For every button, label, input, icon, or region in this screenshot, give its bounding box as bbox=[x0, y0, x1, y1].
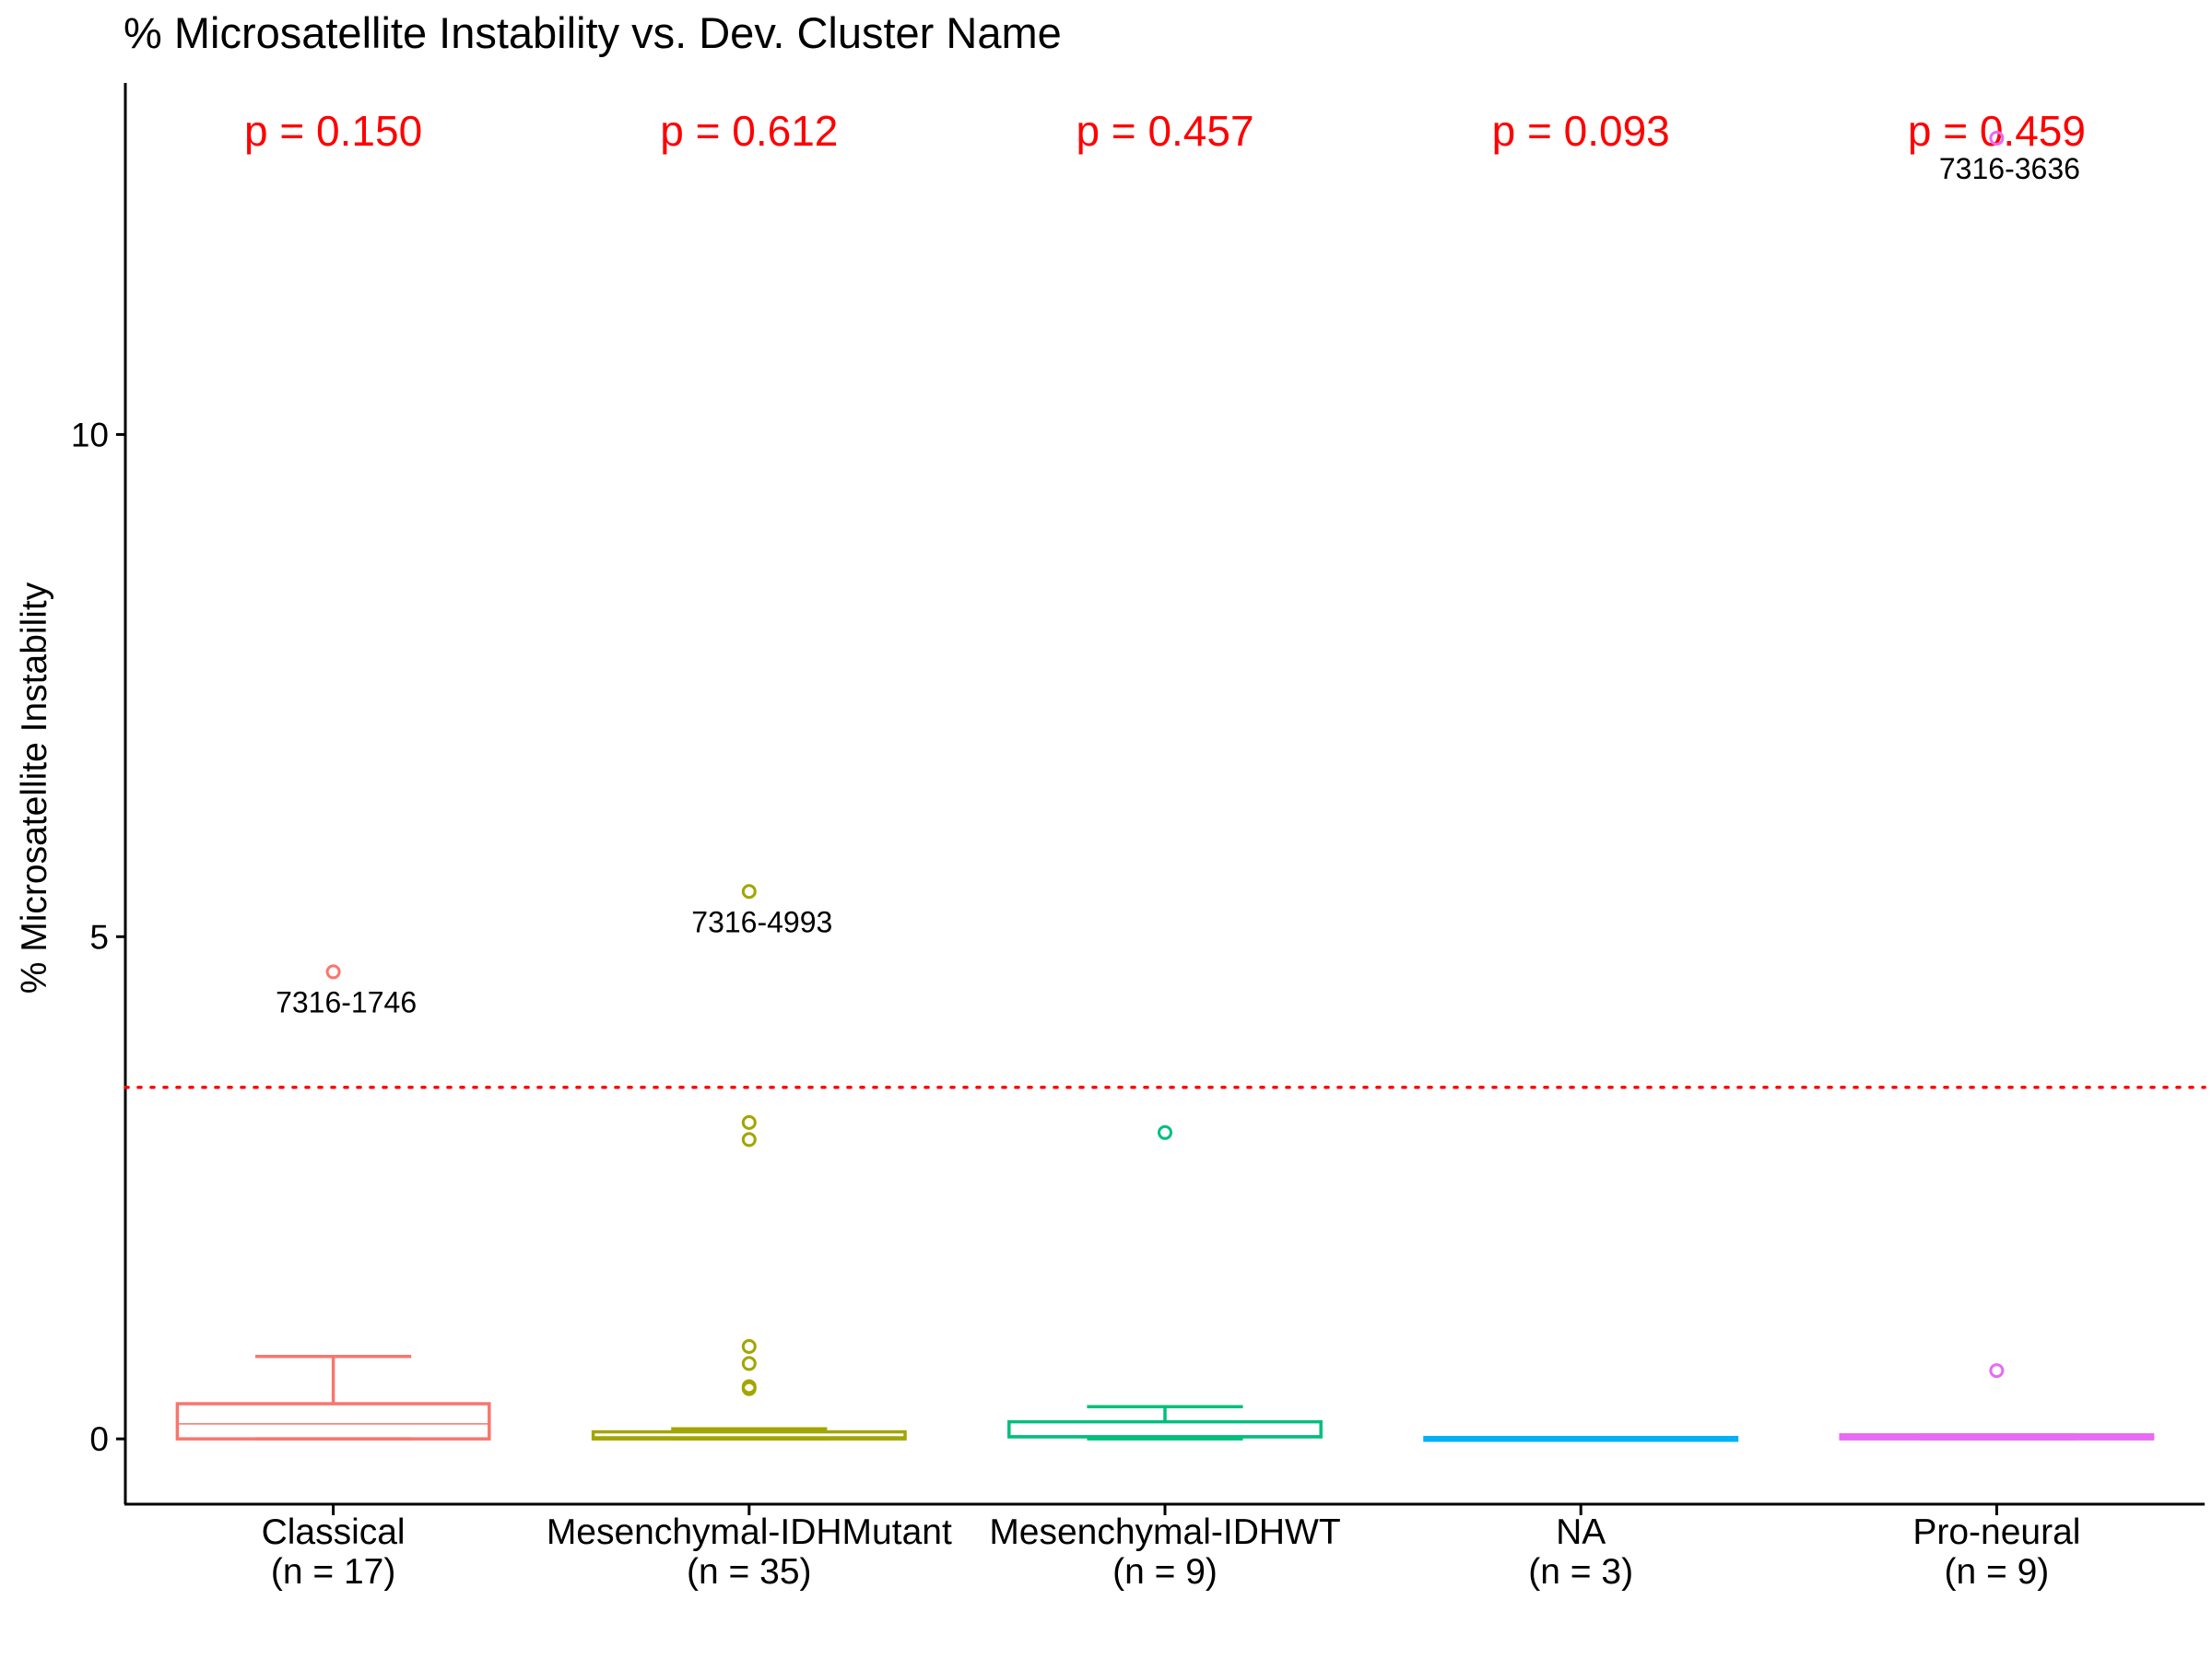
p-value-label: p = 0.612 bbox=[660, 107, 838, 155]
outlier-point bbox=[741, 1338, 757, 1354]
p-value-label: p = 0.093 bbox=[1492, 107, 1670, 155]
x-tick-label: Mesenchymal-IDHMutant bbox=[547, 1512, 952, 1552]
y-tick-label: 0 bbox=[89, 1420, 109, 1458]
x-tick-count: (n = 17) bbox=[271, 1552, 396, 1592]
x-tick-label: Mesenchymal-IDHWT bbox=[989, 1512, 1340, 1552]
outlier-label: 7316-4993 bbox=[691, 905, 832, 938]
outlier-point bbox=[325, 964, 341, 980]
y-tick-label: 10 bbox=[71, 416, 109, 453]
x-tick-label: Pro-neural bbox=[1912, 1512, 2080, 1552]
outlier-point bbox=[741, 884, 757, 900]
outlier-point bbox=[741, 1114, 757, 1130]
x-tick-count: (n = 9) bbox=[1944, 1552, 2049, 1592]
outlier-point bbox=[741, 1356, 757, 1371]
outlier-point bbox=[1989, 1363, 2005, 1379]
outlier-label: 7316-3636 bbox=[1939, 152, 2080, 185]
outlier-label: 7316-1746 bbox=[276, 985, 417, 1018]
y-axis-title: % Microsatellite Instability bbox=[15, 582, 54, 994]
outlier-point bbox=[741, 1381, 757, 1396]
x-tick-count: (n = 9) bbox=[1112, 1552, 1218, 1592]
x-tick-label: Classical bbox=[262, 1512, 406, 1552]
p-value-label: p = 0.457 bbox=[1076, 107, 1253, 155]
box bbox=[591, 1430, 907, 1441]
x-tick-count: (n = 3) bbox=[1528, 1552, 1633, 1592]
x-tick-count: (n = 35) bbox=[687, 1552, 812, 1592]
x-tick-label: NA bbox=[1556, 1512, 1606, 1552]
outlier-point bbox=[1989, 130, 2005, 146]
box bbox=[1007, 1419, 1323, 1439]
p-value-label: p = 0.150 bbox=[244, 107, 422, 155]
y-tick-label: 5 bbox=[89, 918, 109, 956]
chart-title: % Microsatellite Instability vs. Dev. Cl… bbox=[124, 8, 1062, 57]
outlier-point bbox=[741, 1132, 757, 1147]
box bbox=[175, 1402, 491, 1441]
plot-area: 0 5 10 Classical(n = 17) p = 0.150 7316-1746 M… bbox=[71, 107, 2206, 1592]
outlier-point bbox=[1158, 1124, 1172, 1140]
